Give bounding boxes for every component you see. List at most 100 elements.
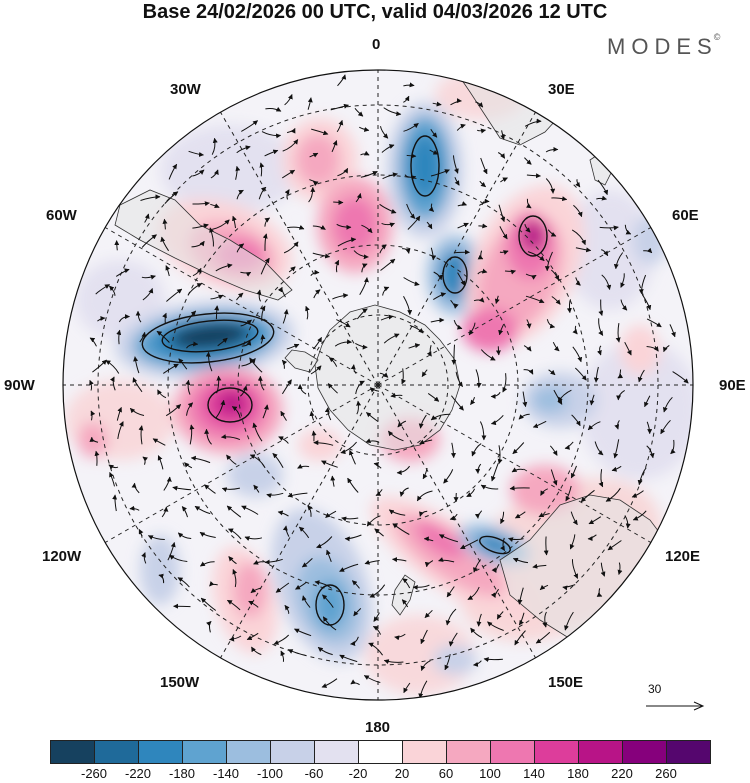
wind-vector	[617, 369, 624, 379]
wind-vector	[240, 385, 248, 397]
colorbar-tick-label: 180	[567, 766, 589, 781]
wind-vector	[108, 464, 119, 470]
lon-label-60e: 60E	[672, 207, 699, 224]
wind-vector	[522, 391, 528, 408]
wind-vector	[132, 377, 143, 393]
wind-vector	[114, 240, 120, 251]
logo-text: MODES	[607, 34, 718, 59]
wind-vector	[109, 285, 116, 296]
wind-vector	[236, 189, 244, 200]
wind-vector	[305, 305, 310, 320]
colorbar: -260 -220 -180 -140 -100 -60 -20 20 60 100 140 180 2…	[50, 740, 711, 781]
wind-vector	[497, 445, 503, 465]
wind-vector	[562, 584, 576, 591]
colorbar-tick-label: 100	[479, 766, 501, 781]
wind-vector	[236, 292, 244, 301]
wind-vector	[266, 492, 284, 499]
wind-vector	[420, 660, 431, 671]
wind-vector	[430, 413, 451, 421]
wind-vector	[593, 366, 599, 383]
wind-vector	[322, 594, 334, 608]
wind-vector	[388, 509, 406, 516]
wind-vector	[526, 173, 541, 179]
wind-vector	[246, 632, 259, 641]
wind-vector	[575, 179, 581, 188]
wind-vector	[109, 376, 116, 391]
wind-vector	[475, 101, 484, 108]
wind-vector	[253, 484, 260, 493]
wind-vectors	[89, 74, 689, 699]
wind-vector	[532, 420, 547, 429]
wind-vector	[211, 137, 218, 155]
wind-vector	[337, 237, 357, 247]
wind-vector	[409, 325, 424, 334]
wind-vector	[512, 442, 525, 455]
wind-vector	[356, 400, 362, 415]
wind-vector	[587, 421, 601, 431]
wind-vector	[421, 369, 428, 378]
wind-vector	[644, 395, 651, 408]
colorbar-box	[314, 740, 359, 764]
wind-vector	[330, 103, 349, 111]
wind-vector	[326, 549, 332, 562]
wind-vector	[499, 250, 509, 255]
wind-vector	[663, 344, 670, 353]
wind-vector	[451, 395, 464, 411]
wind-vector	[480, 349, 496, 361]
wind-vector	[379, 372, 389, 378]
wind-vector	[328, 357, 338, 367]
wind-vector	[498, 324, 505, 336]
wind-vector	[186, 310, 197, 323]
wind-vector	[490, 463, 499, 482]
wind-vector	[215, 399, 226, 419]
wind-vector	[165, 265, 171, 277]
wind-vector	[210, 294, 224, 300]
lon-label-90e: 90E	[719, 377, 746, 394]
wind-vector	[249, 454, 266, 469]
wind-vector	[403, 95, 410, 103]
wind-vector	[445, 608, 457, 626]
wind-vector	[281, 359, 288, 369]
wind-vector	[380, 126, 389, 139]
wind-vector	[399, 487, 409, 497]
wind-vector	[141, 274, 156, 280]
wind-vector	[380, 258, 396, 271]
lon-label-120e: 120E	[665, 548, 701, 565]
wind-vector	[236, 145, 251, 154]
antarctic-peninsula-outline	[284, 349, 319, 373]
wind-vector	[333, 199, 344, 205]
wind-vector	[596, 588, 603, 597]
wind-vector	[549, 445, 558, 456]
wind-vector	[498, 204, 506, 223]
wind-vector	[670, 439, 676, 455]
wind-vector	[339, 654, 358, 663]
wind-vector	[518, 413, 530, 420]
wind-vector	[231, 406, 241, 419]
wind-vector	[641, 293, 652, 311]
wind-vector	[301, 595, 311, 608]
wind-vector	[672, 371, 689, 384]
wind-vector	[251, 646, 262, 656]
wind-vector	[419, 439, 433, 445]
wind-vector	[186, 341, 199, 349]
wind-vector	[336, 319, 351, 328]
wind-vector	[321, 678, 338, 688]
wind-vector	[382, 172, 398, 180]
wind-vector	[550, 269, 560, 281]
wind-vector	[573, 204, 583, 218]
wind-vector	[97, 315, 106, 322]
colorbar-box	[358, 740, 403, 764]
wind-vector	[226, 505, 242, 518]
wind-vector	[311, 128, 329, 136]
wind-vector	[361, 224, 373, 234]
wind-vector	[89, 379, 94, 391]
wind-vector	[181, 506, 188, 518]
wind-vector	[448, 632, 458, 647]
wind-vector	[308, 186, 316, 203]
wind-vector	[550, 469, 558, 486]
wind-vector	[286, 128, 296, 134]
wind-vector	[312, 252, 331, 259]
wind-vector	[314, 580, 332, 589]
wind-vector	[403, 682, 411, 694]
wind-vector	[552, 341, 560, 352]
